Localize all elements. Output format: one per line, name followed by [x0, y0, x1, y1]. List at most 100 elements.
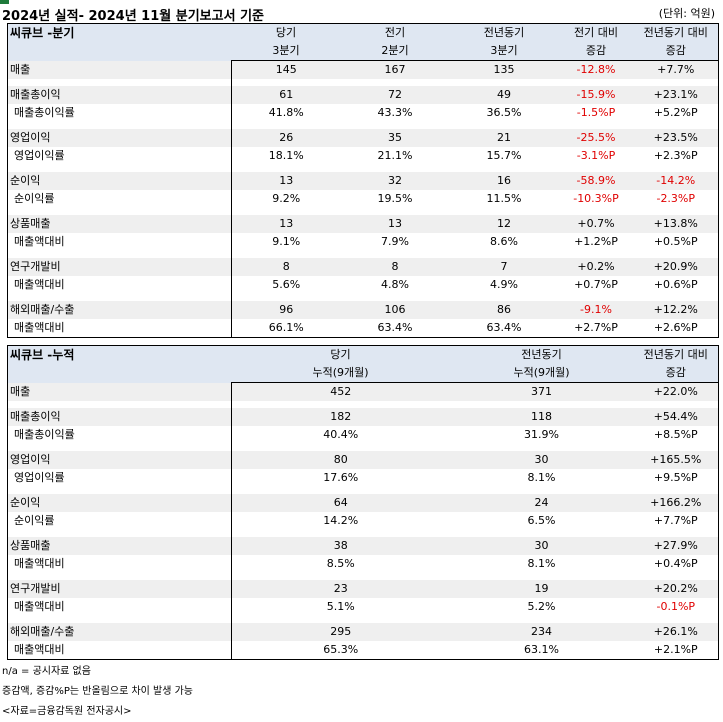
table-row: 해외매출/수출 96 106 86 -9.1% +12.2% [7, 301, 719, 319]
table-row: 매출액대비 5.6% 4.8% 4.9% +0.7%P +0.6%P [7, 276, 719, 294]
table-cell: 72 [340, 86, 450, 104]
table-cell: 135 [449, 60, 559, 79]
table-cell: 5.2% [527, 600, 556, 613]
group-spacer [7, 444, 719, 451]
table-row: 영업이익 26 35 21 -25.5% +23.5% [7, 129, 719, 147]
table-cell: +22.0% [633, 382, 719, 401]
table-cell: 30 [449, 537, 634, 555]
table-cell: +8.5%P [653, 428, 698, 441]
group-spacer [7, 530, 719, 537]
table-cell: 4.9% [490, 278, 518, 291]
table-row: 영업이익 80 30 +165.5% [7, 451, 719, 469]
table-row: 순이익 13 32 16 -58.9% -14.2% [7, 172, 719, 190]
row-label: 연구개발비 [7, 258, 232, 276]
table-cell: 63.1% [524, 643, 559, 656]
group-spacer [7, 251, 719, 258]
table-row: 매출총이익률 41.8% 43.3% 36.5% -1.5%P +5.2%P [7, 104, 719, 122]
column-subheader: 3분기 [449, 42, 559, 61]
table-cell: +20.9% [633, 258, 719, 276]
table-cell: 8 [231, 258, 341, 276]
column-subheader: 3분기 [231, 42, 341, 61]
table-row: 매출액대비 8.5% 8.1% +0.4%P [7, 555, 719, 573]
table-cell: +23.1% [633, 86, 719, 104]
table-cell: +26.1% [633, 623, 719, 641]
row-label: 연구개발비 [7, 580, 232, 598]
table-row: 매출 452 371 +22.0% [7, 382, 719, 401]
table-cell: -58.9% [558, 172, 634, 190]
table-cell: 96 [231, 301, 341, 319]
table-cell: -0.1%P [656, 600, 696, 613]
table-cell: 182 [231, 408, 450, 426]
table-cell: 167 [340, 60, 450, 79]
row-label: 영업이익 [7, 451, 232, 469]
table-cell: +2.3%P [653, 149, 698, 162]
table-row: 매출액대비 65.3% 63.1% +2.1%P [7, 641, 719, 660]
row-label: 영업이익률 [7, 469, 232, 487]
table-cell: 86 [449, 301, 559, 319]
table-row: 해외매출/수출 295 234 +26.1% [7, 623, 719, 641]
table-cell: -3.1%P [576, 149, 616, 162]
column-header: 당기 [231, 23, 341, 42]
column-subheader: 2분기 [340, 42, 450, 61]
table-cell: 371 [449, 382, 634, 401]
table-cell: +0.5%P [653, 235, 698, 248]
group-spacer [7, 487, 719, 494]
row-label: 매출총이익 [7, 86, 232, 104]
table-cell: 295 [231, 623, 450, 641]
table-row: 매출액대비 66.1% 63.4% 63.4% +2.7%P +2.6%P [7, 319, 719, 338]
table-cell: 32 [340, 172, 450, 190]
column-header: 전년동기 [449, 23, 559, 42]
group-spacer [7, 401, 719, 408]
table-cell: 30 [449, 451, 634, 469]
table-row: 순이익 64 24 +166.2% [7, 494, 719, 512]
table-cell: 18.1% [268, 149, 304, 162]
table-cell: +20.2% [633, 580, 719, 598]
table-cell: +7.7%P [653, 514, 698, 527]
table-cell: +54.4% [633, 408, 719, 426]
table-cell: 63.4% [377, 321, 413, 334]
table-cell: +0.6%P [653, 278, 698, 291]
group-spacer [7, 79, 719, 86]
row-label: 매출액대비 [7, 555, 232, 573]
row-label: 해외매출/수출 [7, 301, 232, 319]
unit-label: (단위: 억원) [658, 7, 715, 20]
table-cell: +166.2% [633, 494, 719, 512]
table-cell: 8.1% [527, 557, 556, 570]
table-cell: 5.6% [272, 278, 301, 291]
table-cell: 118 [449, 408, 634, 426]
table-cell: 36.5% [486, 106, 522, 119]
table-cell: 8 [340, 258, 450, 276]
column-subheader: 증감 [558, 42, 634, 61]
column-header: 전기 [340, 23, 450, 42]
table-cell: -9.1% [558, 301, 634, 319]
table-cell: +2.7%P [574, 321, 618, 334]
table-row: 매출총이익 61 72 49 -15.9% +23.1% [7, 86, 719, 104]
table-name: 씨큐브 -분기 [7, 23, 232, 61]
table-cell: +0.2% [558, 258, 634, 276]
row-label: 순이익률 [7, 190, 232, 208]
column-subheader: 증감 [633, 364, 719, 383]
table-cell: -15.9% [558, 86, 634, 104]
row-label: 매출액대비 [7, 641, 232, 660]
column-subheader: 누적(9개월) [449, 364, 634, 383]
row-label: 매출액대비 [7, 233, 232, 251]
row-label: 상품매출 [7, 215, 232, 233]
table-row: 순이익률 9.2% 19.5% 11.5% -10.3%P -2.3%P [7, 190, 719, 208]
table-cell: 9.1% [272, 235, 301, 248]
table-cell: 7 [449, 258, 559, 276]
column-subheader: 누적(9개월) [231, 364, 450, 383]
row-label: 순이익 [7, 494, 232, 512]
row-label: 매출총이익률 [7, 104, 232, 122]
table-cell: 16 [449, 172, 559, 190]
table-cell: 4.8% [381, 278, 409, 291]
table-cell: 12 [449, 215, 559, 233]
table-cell: +2.1%P [653, 643, 698, 656]
row-label: 매출액대비 [7, 319, 232, 338]
table-cell: 63.4% [486, 321, 522, 334]
note-line: 증감액, 증감%P는 반올림으로 차이 발생 가능 [2, 686, 194, 697]
table-cell: 13 [340, 215, 450, 233]
table-cell: +5.2%P [653, 106, 698, 119]
table-cell: -1.5%P [576, 106, 616, 119]
cumulative-table-body: 매출 452 371 +22.0% 매출총이익 182 118 +54.4% 매출총이익률 40… [7, 382, 719, 660]
table-cell: 26 [231, 129, 341, 147]
